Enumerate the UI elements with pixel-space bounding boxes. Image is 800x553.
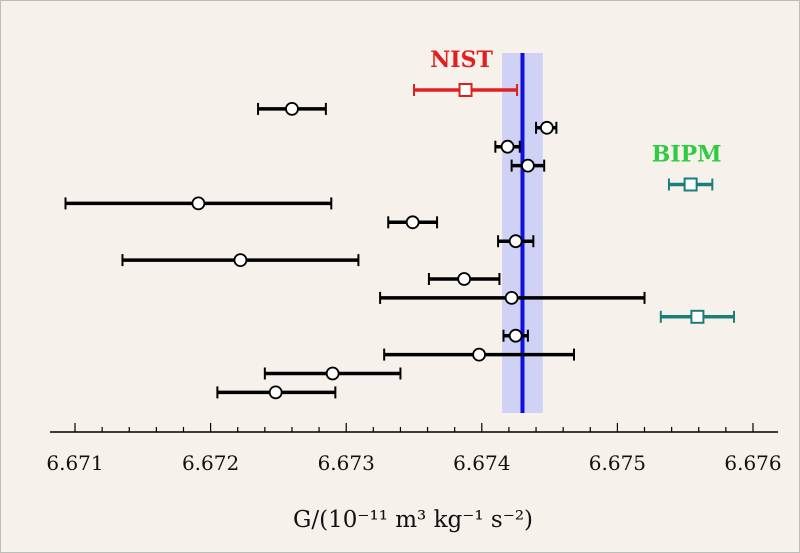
measurement-4 [494, 139, 521, 154]
measurement-13 [659, 309, 736, 324]
circle-marker [521, 158, 535, 173]
circle-marker [233, 253, 248, 268]
square-marker [690, 309, 705, 324]
measurement-16 [263, 366, 402, 381]
square-marker [683, 177, 698, 192]
x-axis: 6.671 6.672 6.673 6.674 6.675 6.676 [46, 423, 782, 475]
measurement-5 [510, 158, 546, 173]
measurement-9 [497, 234, 535, 249]
x-tick-label: 6.673 [318, 451, 375, 475]
measurements [64, 83, 736, 400]
measurement-11 [427, 272, 501, 286]
circle-marker [508, 328, 523, 343]
annotations: NIST BIPM [430, 47, 721, 168]
circle-marker [500, 139, 515, 154]
circle-marker [191, 196, 206, 211]
circle-marker [285, 102, 299, 116]
circle-marker [539, 120, 554, 135]
circle-marker [268, 385, 283, 400]
measurement-1 [413, 83, 519, 97]
x-tick-label: 6.674 [453, 451, 510, 475]
circle-marker [504, 290, 519, 305]
circle-marker [325, 366, 340, 381]
bipm-label: BIPM [652, 142, 722, 168]
measurement-15 [383, 347, 576, 362]
measurement-12 [379, 290, 646, 305]
x-tick-label: 6.676 [724, 451, 781, 475]
measurement-17 [216, 385, 337, 400]
x-axis-label: G/(10⁻¹¹ m³ kg⁻¹ s⁻²) [293, 507, 533, 533]
x-tick-label: 6.675 [589, 451, 646, 475]
circle-marker [472, 347, 486, 362]
x-tick-label: 6.672 [182, 451, 239, 475]
circle-marker [508, 234, 523, 249]
x-tick-label: 6.671 [46, 451, 103, 475]
measurement-7 [64, 196, 333, 211]
measurement-6 [667, 177, 714, 192]
measurement-14 [502, 328, 529, 343]
measurement-3 [535, 120, 558, 135]
circle-marker [457, 272, 472, 286]
circle-marker [405, 215, 420, 230]
nist-label: NIST [430, 47, 493, 73]
measurement-2 [257, 102, 327, 116]
measurement-8 [387, 215, 439, 230]
square-marker [458, 83, 473, 97]
measurement-10 [121, 253, 360, 268]
